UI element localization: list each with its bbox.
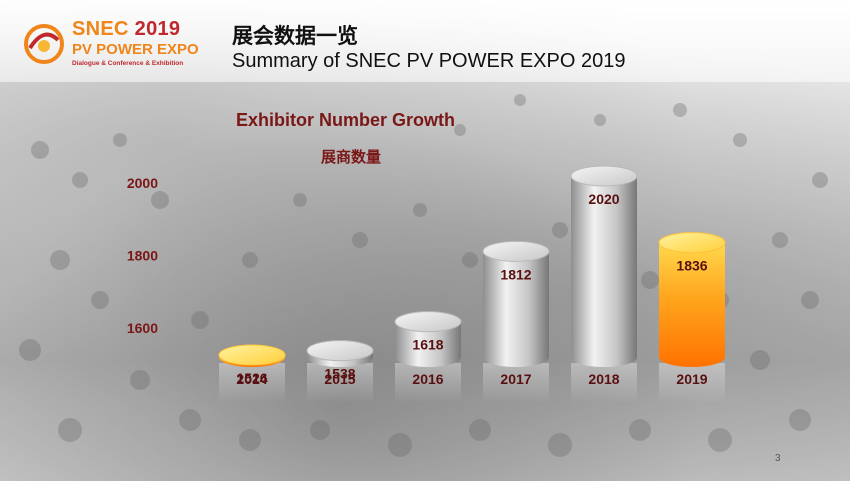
bar-top xyxy=(658,232,726,254)
bar-top xyxy=(306,340,374,362)
bar-body xyxy=(571,176,637,367)
bar-value-label: 1526 xyxy=(236,370,267,386)
bar-2018: 2020 2018 xyxy=(570,165,638,403)
logo-tagline: Dialogue & Conference & Exhibition xyxy=(72,60,184,67)
logo-brand: SNEC 2019 xyxy=(72,18,181,40)
bar-top xyxy=(482,240,550,262)
bar-top xyxy=(570,165,638,187)
x-tick-label: 2015 xyxy=(324,371,355,387)
bar-value-label: 2020 xyxy=(588,191,619,207)
x-tick-label: 2019 xyxy=(676,371,707,387)
bar-body xyxy=(483,251,549,367)
bar-value-label: 1836 xyxy=(676,258,707,274)
bar-2016: 1618 2016 xyxy=(394,311,462,403)
page-number: 3 xyxy=(775,453,781,464)
bar-2019: 1836 2019 xyxy=(658,232,726,403)
header-band xyxy=(0,0,850,82)
sun-swirl-icon xyxy=(24,24,64,64)
chart-subtitle: 展商数量 xyxy=(321,149,382,166)
chart-title: Exhibitor Number Growth xyxy=(236,110,456,130)
x-tick-label: 2017 xyxy=(500,371,531,387)
bar-reflection xyxy=(571,363,637,403)
y-tick-label: 1600 xyxy=(127,320,158,336)
x-tick-label: 2016 xyxy=(412,371,443,387)
bar-reflection xyxy=(307,363,373,403)
bar-reflection xyxy=(659,363,725,403)
snec-logo: SNEC 2019 PV POWER EXPO Dialogue & Confe… xyxy=(22,14,227,70)
bar-value-label: 1618 xyxy=(412,337,443,353)
bar-reflection xyxy=(483,363,549,403)
x-tick-label: 2014 xyxy=(236,371,267,387)
y-tick-label: 1800 xyxy=(127,248,158,264)
page-title-cn: 展会数据一览 xyxy=(232,25,358,48)
bar-body xyxy=(395,321,461,367)
logo-subtitle: PV POWER EXPO xyxy=(72,41,199,58)
bar-reflection xyxy=(219,363,285,403)
y-tick-label: 2000 xyxy=(127,175,158,191)
bar-2017: 1812 2017 xyxy=(482,240,550,403)
bar-body xyxy=(659,242,725,367)
bar-value-label: 1812 xyxy=(500,266,531,282)
page-title-en: Summary of SNEC PV POWER EXPO 2019 xyxy=(232,50,626,72)
bar-value-label: 1538 xyxy=(324,366,355,382)
bar-reflection xyxy=(395,363,461,403)
x-tick-label: 2018 xyxy=(588,371,619,387)
bar-top xyxy=(394,311,462,333)
bar-top xyxy=(218,344,286,366)
